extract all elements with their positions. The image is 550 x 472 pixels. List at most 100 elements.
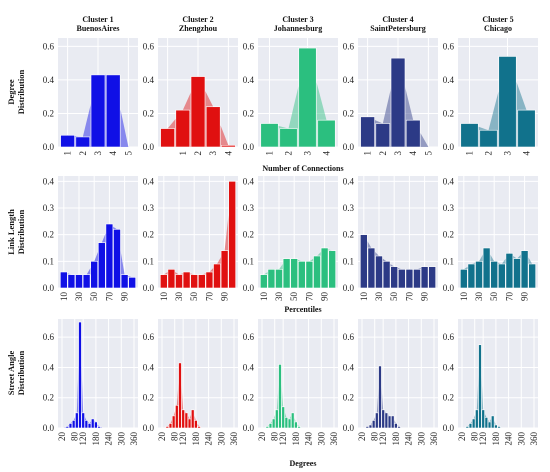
bar: [221, 145, 236, 148]
x-tick-label: 5: [123, 151, 133, 156]
y-tick-label: 0.4: [243, 362, 255, 372]
x-tick-label: 180: [491, 432, 501, 446]
panel-title: Cluster 3: [282, 15, 313, 24]
x-tick-label: 300: [216, 432, 226, 446]
row-xlabel-2: Percentiles: [284, 305, 321, 314]
x-tick-label: 240: [404, 432, 414, 446]
bar: [484, 417, 489, 429]
x-tick-label: 240: [204, 432, 214, 446]
bar: [513, 258, 521, 289]
y-tick-label: 0.6: [443, 332, 455, 342]
bar: [390, 415, 395, 429]
x-tick-label: 50: [389, 292, 399, 302]
bar: [198, 274, 206, 289]
bar: [275, 409, 279, 429]
y-tick-label: 0.0: [143, 423, 155, 433]
bar: [467, 263, 476, 289]
bar: [184, 412, 189, 429]
x-tick-label: 4: [322, 151, 332, 156]
x-tick-label: 80: [470, 432, 480, 442]
x-tick-label: 20: [57, 432, 67, 442]
bar: [94, 421, 98, 429]
panel-subtitle: Zhengzhou: [179, 24, 218, 33]
y-tick-label: 0.3: [43, 203, 55, 213]
y-tick-label: 0.0: [43, 283, 55, 293]
x-tick-label: 70: [504, 292, 514, 302]
y-tick-label: 0.0: [243, 283, 255, 293]
bar: [487, 421, 492, 429]
x-tick-label: 70: [204, 292, 214, 302]
y-tick-label: 0.0: [343, 142, 355, 152]
bar: [460, 123, 479, 148]
x-tick-label: 300: [416, 432, 426, 446]
bar: [178, 362, 182, 429]
bar: [105, 223, 114, 289]
bar: [90, 418, 95, 429]
bar: [313, 255, 321, 289]
bar: [65, 426, 70, 429]
bar: [205, 106, 221, 148]
row-label-3: Street Angle Distribution: [6, 351, 26, 396]
y-tick-label: 0.0: [43, 423, 55, 433]
bar: [290, 258, 298, 289]
y-tick-label: 0.6: [343, 332, 355, 342]
bar: [190, 76, 206, 148]
x-tick-label: 4: [223, 151, 233, 156]
y-tick-label: 0.4: [43, 75, 55, 85]
bar: [78, 321, 82, 429]
y-tick-label: 0.4: [443, 362, 455, 372]
bar: [75, 274, 83, 289]
bar: [260, 274, 268, 289]
y-tick-label: 0.3: [143, 203, 155, 213]
row-label-line: Distribution: [16, 351, 26, 396]
bar: [284, 417, 289, 429]
panel-subtitle: Chicago: [484, 24, 512, 33]
x-tick-label: 30: [474, 292, 484, 302]
x-tick-label: 20: [257, 432, 267, 442]
x-tick-label: 1: [363, 151, 373, 156]
x-tick-label: 4: [408, 151, 418, 156]
y-tick-label: 0.2: [143, 108, 154, 118]
y-tick-label: 0.4: [443, 176, 455, 186]
bar: [390, 266, 398, 289]
x-tick-label: 10: [459, 292, 469, 302]
bar: [387, 415, 392, 429]
bar: [282, 258, 291, 289]
y-tick-label: 0.2: [143, 230, 154, 240]
bar: [90, 261, 98, 289]
y-tick-label: 0.2: [43, 230, 54, 240]
y-tick-label: 0.3: [243, 203, 255, 213]
y-tick-label: 0.4: [243, 75, 255, 85]
bar: [181, 409, 185, 429]
bar: [520, 250, 529, 289]
y-tick-label: 0.6: [343, 41, 355, 51]
plot-background: [358, 319, 438, 428]
x-tick-label: 1: [265, 151, 275, 156]
y-tick-label: 0.6: [143, 332, 155, 342]
y-tick-label: 0.3: [343, 203, 355, 213]
y-tick-label: 0.4: [43, 176, 55, 186]
bar: [371, 420, 376, 429]
y-tick-label: 0.0: [143, 142, 155, 152]
panel-subtitle: SaintPetersburg: [370, 24, 426, 33]
x-tick-label: 1: [178, 151, 188, 156]
panel-title: Cluster 2: [182, 15, 213, 24]
bar: [405, 269, 414, 289]
bar: [397, 426, 401, 429]
bar: [75, 136, 91, 148]
x-tick-label: 120: [378, 432, 388, 446]
bar: [375, 412, 379, 429]
y-tick-label: 0.4: [143, 362, 155, 372]
bar: [505, 253, 514, 289]
y-tick-label: 0.2: [343, 230, 354, 240]
panel-subtitle: BuenosAires: [77, 24, 120, 33]
bar: [317, 119, 336, 148]
x-tick-label: 80: [70, 432, 80, 442]
y-tick-label: 0.2: [343, 108, 354, 118]
bar: [267, 269, 276, 289]
row-label-line: Street Angle: [6, 351, 16, 396]
bar: [165, 426, 170, 429]
x-tick-label: 4: [108, 151, 118, 156]
